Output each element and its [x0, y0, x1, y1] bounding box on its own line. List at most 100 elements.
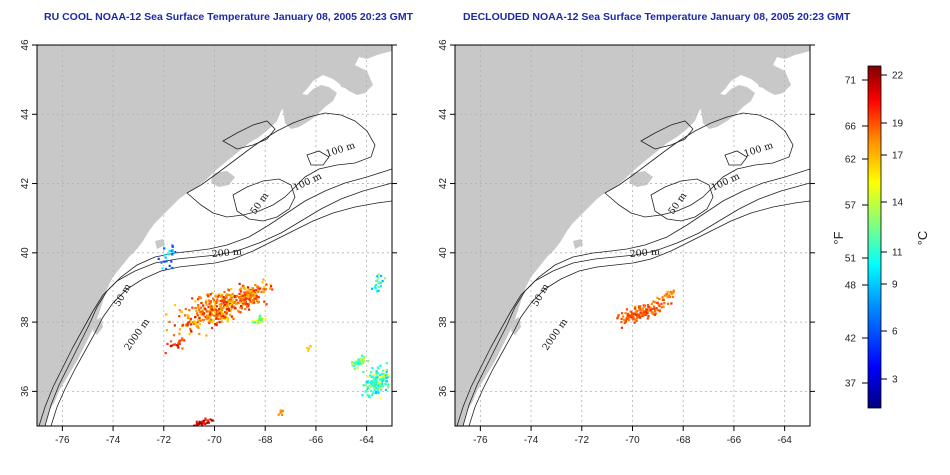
sst-pixel: [354, 363, 357, 367]
sst-pixel: [353, 367, 356, 371]
celsius-tick-label: 3: [892, 375, 898, 386]
sst-pixel: [204, 308, 207, 311]
depth-contour: [640, 120, 694, 150]
sst-pixel: [232, 299, 235, 302]
sst-pixel: [376, 376, 379, 379]
contour-label: 200 m: [629, 246, 660, 260]
sst-pixel: [624, 320, 627, 323]
sst-pixel: [196, 324, 199, 327]
sst-pixel: [229, 297, 232, 300]
sst-pixel: [193, 424, 196, 426]
sst-pixel: [226, 292, 229, 296]
sst-pixel: [204, 418, 207, 421]
sst-pixel: [372, 375, 375, 378]
sst-pixel: [218, 292, 221, 295]
sst-pixel: [380, 274, 383, 277]
sst-pixel: [205, 303, 208, 306]
sst-pixel: [658, 304, 661, 307]
sst-pixel: [191, 297, 194, 300]
sst-pixel: [231, 292, 234, 295]
sst-pixel: [204, 417, 207, 420]
sst-pixel: [189, 329, 193, 332]
lon-tick-label: -68: [676, 435, 691, 446]
sst-pixel: [254, 289, 258, 292]
sst-pixel: [387, 373, 390, 376]
sst-pixel: [379, 373, 382, 376]
sst-pixel: [647, 305, 650, 309]
sst-pixel: [165, 313, 168, 316]
sst-pixel: [218, 321, 221, 324]
sst-pixel: [180, 338, 183, 341]
sst-pixel: [381, 369, 384, 372]
sst-pixel: [636, 309, 639, 312]
sst-pixel: [377, 277, 380, 280]
sst-pixel: [251, 300, 254, 303]
sst-pixel: [255, 319, 258, 322]
sst-pixel: [215, 317, 218, 320]
sst-pixel: [658, 310, 661, 313]
sst-pixel: [179, 339, 182, 342]
sst-pixel: [197, 304, 200, 307]
sst-pixel: [173, 343, 177, 346]
sst-pixel: [211, 419, 214, 422]
sst-pixel: [188, 332, 191, 336]
sst-pixel: [214, 310, 217, 313]
sst-pixel: [197, 319, 200, 322]
sst-pixel: [240, 307, 243, 310]
sst-pixel: [375, 383, 378, 386]
sst-pixel: [249, 288, 252, 292]
sst-pixel: [363, 356, 366, 359]
sst-pixel: [361, 360, 365, 363]
land-region: [37, 45, 392, 426]
sst-pixel: [656, 301, 659, 304]
sst-pixel: [240, 299, 243, 303]
sst-pixel: [645, 312, 648, 315]
sst-pixel: [309, 345, 312, 348]
sst-pixel: [654, 301, 657, 304]
sst-pixel: [370, 375, 373, 378]
sst-pixel: [265, 283, 268, 286]
sst-pixel: [195, 322, 198, 325]
axis-ticks: -76 -74 -72 -70 -68 -66 -64 36 38 40 42 44 46: [20, 39, 397, 446]
sst-pixel: [380, 382, 383, 385]
sst-pixel: [189, 318, 192, 321]
fahrenheit-tick-label: 62: [845, 155, 857, 166]
sst-pixel: [164, 267, 168, 270]
sst-pixel: [256, 301, 259, 304]
sst-pixel: [235, 298, 238, 302]
sst-pixel: [665, 293, 668, 296]
sst-pixel: [653, 307, 656, 310]
lat-tick-label: 40: [438, 247, 449, 259]
sst-pixel: [220, 311, 224, 314]
sst-pixel: [174, 251, 177, 254]
sst-pixel: [380, 388, 383, 391]
sst-pixel: [160, 261, 163, 264]
sst-pixel: [205, 317, 208, 320]
sst-pixel: [176, 344, 179, 347]
bathymetry-contours: [38, 112, 392, 426]
sst-pixel: [269, 283, 272, 286]
sst-pixel: [198, 323, 201, 326]
sst-pixel: [663, 294, 666, 297]
sst-pixel: [242, 295, 245, 299]
sst-pixel: [633, 307, 636, 310]
sst-pixel: [375, 370, 378, 373]
sst-pixel: [228, 298, 231, 302]
sst-pixel: [217, 317, 220, 321]
sst-pixel: [232, 317, 235, 321]
sst-pixel: [378, 384, 381, 387]
sst-pixel: [244, 307, 247, 311]
sst-pixel: [371, 392, 374, 395]
sst-pixel: [377, 289, 380, 292]
sst-pixel: [198, 296, 201, 299]
lon-tick-label: -74: [106, 435, 121, 446]
sst-pixel: [660, 306, 663, 309]
sst-pixel: [208, 321, 211, 325]
sst-pixel: [632, 317, 635, 320]
land-region: [283, 85, 337, 129]
sst-pixel: [368, 387, 371, 391]
lon-tick-label: -76: [473, 435, 488, 446]
sst-pixel: [642, 307, 645, 310]
sst-pixel: [217, 295, 220, 298]
sst-pixel: [366, 380, 369, 383]
